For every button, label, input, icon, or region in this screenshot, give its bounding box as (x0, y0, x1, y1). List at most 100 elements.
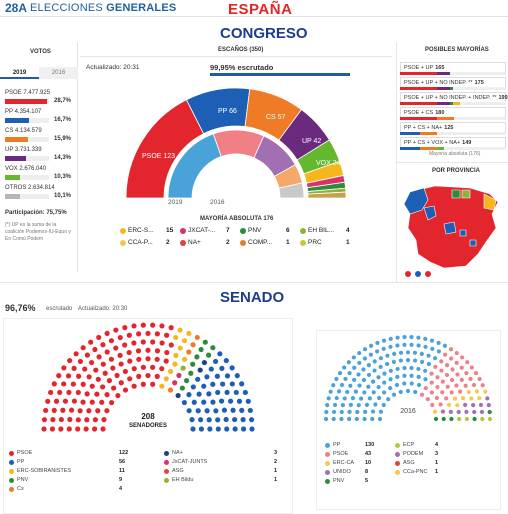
seat-dot (382, 380, 387, 385)
seat-dot (201, 383, 207, 389)
tab-2019[interactable]: 2019 (0, 67, 39, 79)
seat-dot (436, 340, 441, 346)
legend-seats: 1 (435, 469, 439, 475)
seat-dot (402, 334, 407, 340)
map-basque[interactable] (451, 189, 461, 199)
seat-dot (402, 365, 407, 371)
seat-dot (395, 366, 400, 372)
seat-dot (439, 368, 444, 373)
legend-dot (120, 228, 126, 234)
spain-map[interactable] (400, 180, 506, 280)
seat-dot (135, 348, 142, 354)
seat-dot (206, 391, 212, 397)
seat-dot (194, 334, 200, 341)
seat-dot (118, 361, 124, 367)
seat-dot (140, 339, 146, 345)
map-province-blue-2[interactable] (459, 229, 467, 237)
seat-dot (100, 384, 106, 390)
senado-2016-panel: 2016 PP 130 PSOE 43 ERC-CA 10 UNIDO 8 PNV 5 ECP 4 PO… (316, 330, 501, 510)
seat-dot (442, 343, 448, 348)
divider (0, 282, 508, 283)
seat-dot (60, 407, 66, 413)
seat-dot (366, 384, 371, 389)
legend-dot (120, 240, 126, 246)
seat-dot (485, 396, 490, 401)
seat-dot (356, 403, 361, 408)
seat-dot (233, 389, 239, 396)
seat-dot (340, 403, 345, 408)
legend-seats: 6 (286, 227, 290, 234)
seat-dot (347, 409, 352, 415)
map-madrid[interactable] (443, 221, 457, 235)
seat-dot (126, 332, 132, 338)
legend-seats: 4 (435, 442, 439, 448)
majority-bar (400, 72, 506, 75)
seat-dot (355, 409, 360, 415)
majority-option-label: PSOE + UP + NO INDEP. + INDEP. ** (404, 95, 497, 101)
seat-dot (436, 349, 441, 354)
map-catalonia[interactable] (483, 193, 497, 211)
legend-party: NA+ (188, 239, 201, 246)
map-province-blue-1[interactable] (423, 205, 437, 221)
seat-dot (487, 416, 493, 422)
map-canary-2[interactable] (415, 271, 421, 277)
seat-dot (339, 382, 345, 388)
vote-pct: 10,3% (54, 174, 72, 180)
legend-party: EH Bildu (172, 477, 194, 483)
seat-dot (215, 426, 221, 432)
seat-dot (41, 417, 48, 423)
majority-bar-segment (437, 87, 450, 90)
map-canary-3[interactable] (425, 271, 431, 277)
tab-2016[interactable]: 2016 (39, 67, 78, 79)
seat-dot (458, 389, 463, 394)
seat-dot (378, 356, 384, 361)
map-province-blue-3[interactable] (469, 239, 477, 247)
elections-title-light: ELECCIONES (30, 2, 107, 14)
arc-otros[interactable] (278, 182, 305, 199)
seat-dot (172, 380, 178, 386)
map-canary-1[interactable] (405, 271, 411, 277)
seat-dot (86, 374, 92, 380)
seat-dot (459, 377, 464, 382)
map-navarra[interactable] (461, 189, 471, 199)
seat-dot (108, 338, 115, 344)
seat-dot (409, 365, 414, 371)
legend-seats: 15 (166, 227, 174, 234)
legend-dot (240, 228, 246, 234)
seat-dot (70, 381, 76, 387)
arc-rest[interactable] (307, 191, 347, 199)
seat-dot (429, 338, 435, 343)
seat-dot (376, 384, 381, 390)
seat-dot (339, 416, 344, 422)
seat-dot (164, 349, 170, 356)
seat-dot (113, 327, 119, 333)
divider (397, 162, 508, 163)
seat-dot (215, 389, 221, 396)
majority-option-label: PP + CS + VOX + NA+ (404, 140, 461, 146)
seat-dot (444, 372, 450, 378)
seat-dot (168, 342, 174, 348)
seat-dot (463, 383, 468, 388)
vote-bar-fill (5, 99, 48, 104)
seat-dot (61, 381, 67, 387)
seat-dot (131, 323, 137, 329)
majority-bar-segment (400, 87, 438, 90)
hemicycle-2019 (125, 87, 347, 199)
seat-dot (456, 409, 461, 415)
vote-label: CS 4.134.579 (5, 128, 42, 134)
seat-dot (179, 385, 185, 391)
seat-dot (73, 351, 79, 357)
seat-dot (214, 373, 220, 379)
hemicycle-2016 (167, 129, 305, 199)
seat-dot (353, 389, 358, 394)
legend-dot (395, 461, 400, 466)
seat-dot (409, 342, 414, 347)
map-galicia[interactable] (403, 187, 429, 215)
seat-dot (186, 408, 192, 414)
seat-dot (363, 409, 368, 414)
elections-title: ELECCIONES GENERALES (30, 3, 176, 14)
majority-option-seats: 199 (498, 95, 508, 101)
seat-dot (77, 408, 83, 414)
seat-dot (471, 403, 476, 408)
seat-dot (93, 367, 99, 373)
